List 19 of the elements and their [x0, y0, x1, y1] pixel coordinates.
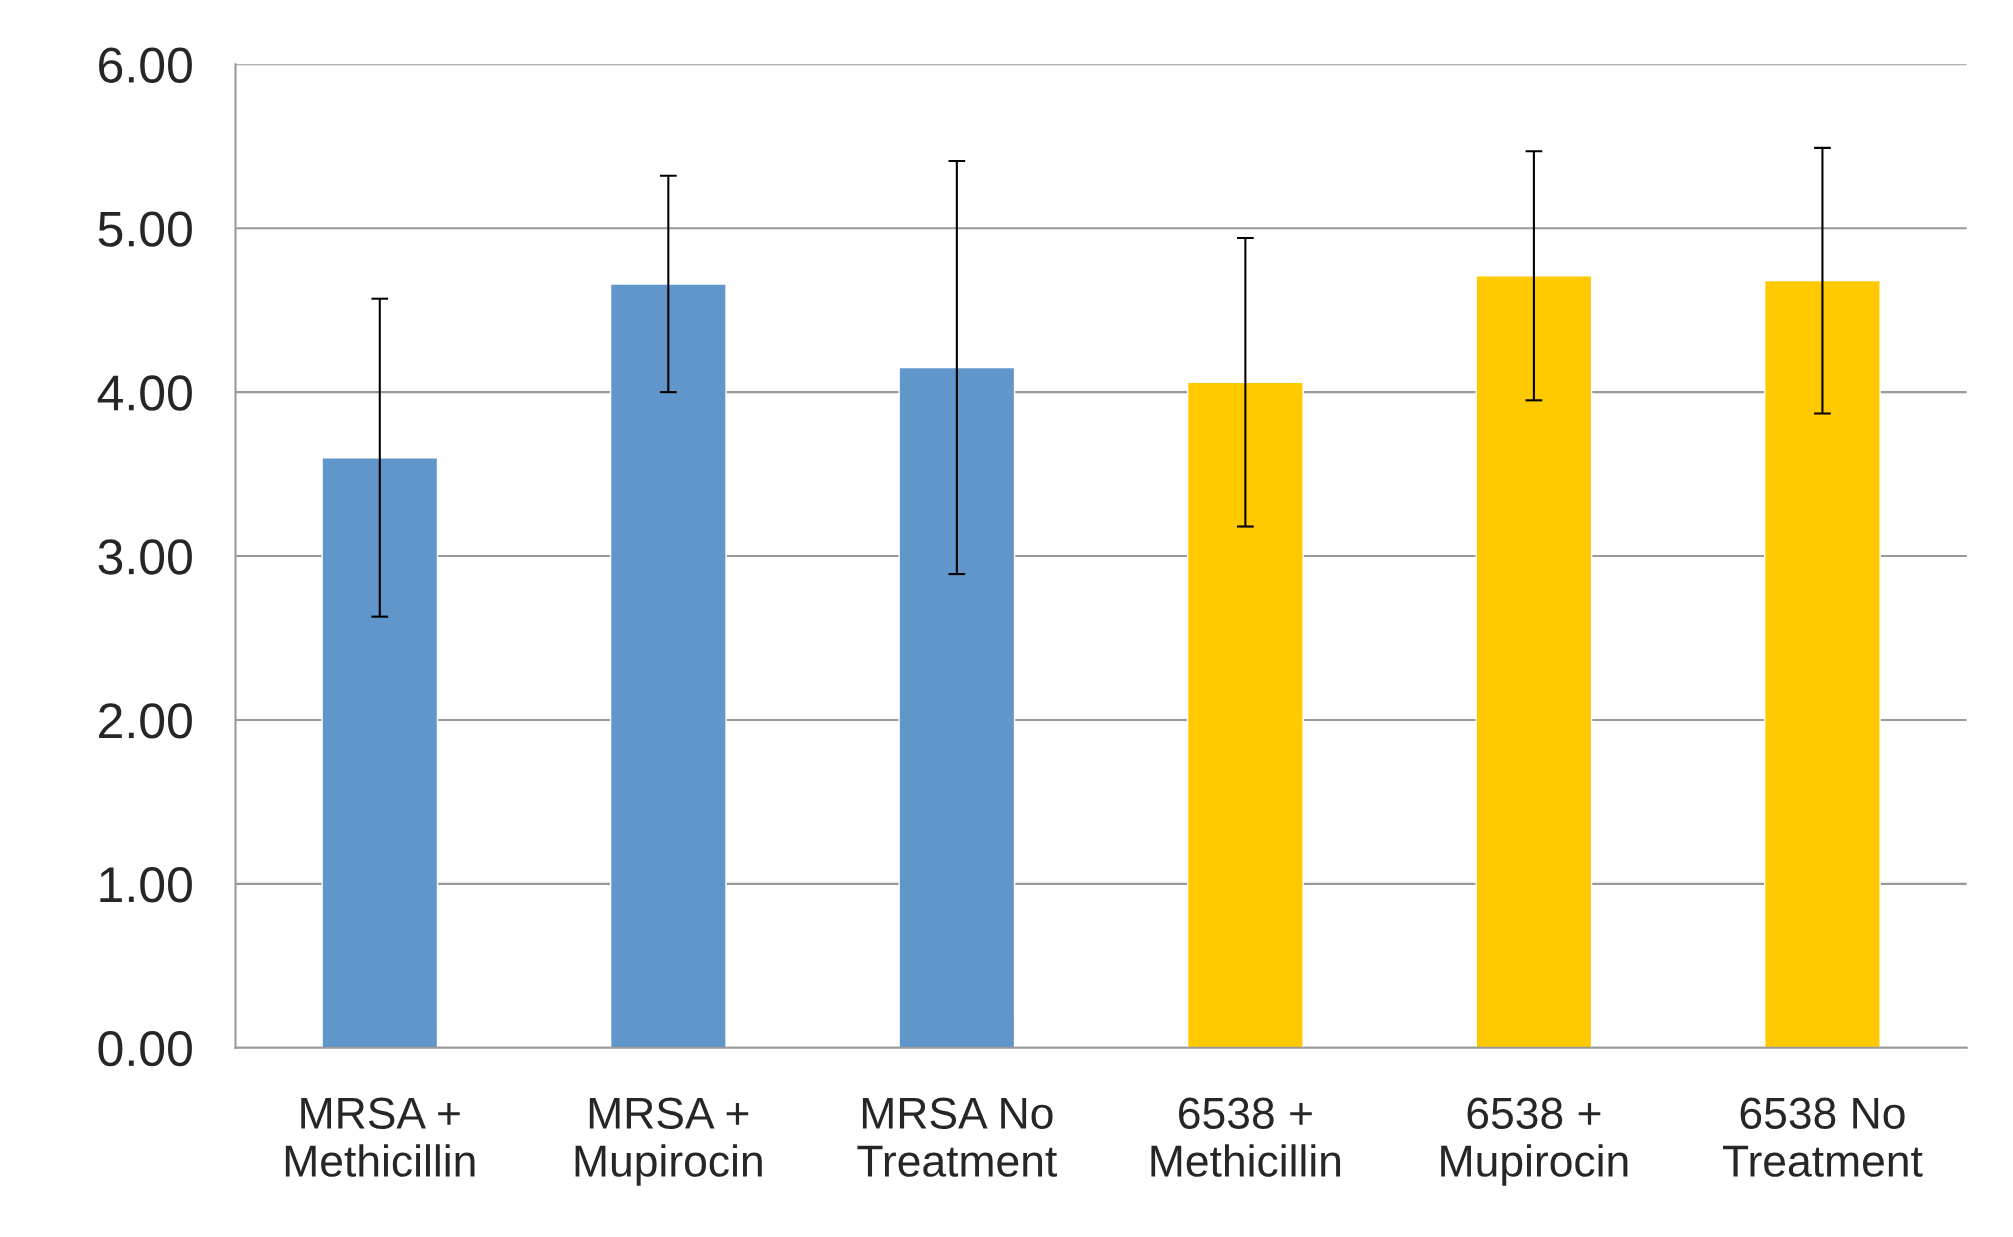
bar: [1764, 279, 1881, 1048]
bar: [898, 366, 1016, 1048]
y-tick-label: 6.00: [99, 47, 192, 83]
y-tick-label: 5.00: [98, 211, 192, 247]
y-tick-label: 0.00: [98, 1030, 192, 1067]
y-tick-label: 4.00: [97, 375, 192, 411]
x-tick-label: 6538 No Treatment: [1723, 1097, 1923, 1177]
bar: [1475, 275, 1593, 1048]
x-tick-label: 6538 + Methicillin: [1151, 1097, 1341, 1177]
y-tick-label: 2.00: [99, 703, 192, 739]
x-tick-label: MRSA + Methicillin: [285, 1097, 475, 1177]
x-tick-label: 6538 + Mupirocin: [1441, 1097, 1628, 1186]
bar: [1186, 381, 1304, 1048]
y-tick-label: 3.00: [98, 539, 192, 575]
x-tick-label: MRSA + Mupirocin: [575, 1097, 762, 1186]
bar: [609, 283, 727, 1048]
bar: [321, 456, 439, 1048]
y-tick-label: 1.00: [100, 867, 192, 903]
x-tick-label: MRSA No Treatment: [857, 1097, 1057, 1177]
